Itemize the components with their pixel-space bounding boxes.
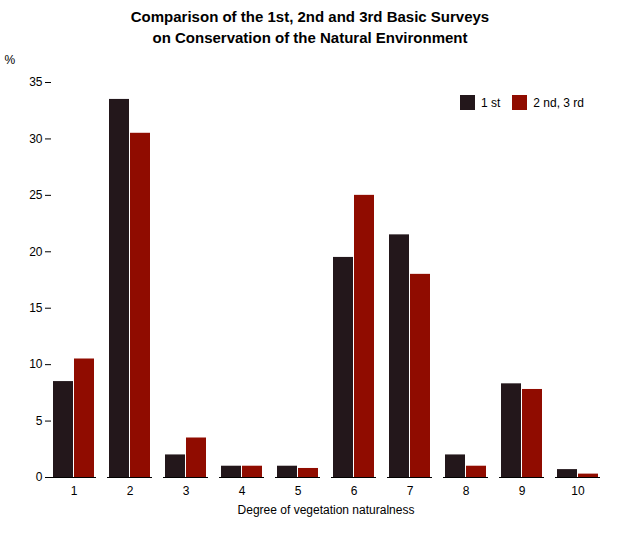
svg-text:3: 3	[183, 484, 190, 498]
svg-text:4: 4	[239, 484, 246, 498]
svg-text:35: 35	[29, 75, 43, 89]
svg-text:0: 0	[36, 470, 43, 484]
svg-text:25: 25	[29, 188, 43, 202]
svg-text:2: 2	[127, 484, 134, 498]
svg-text:1: 1	[71, 484, 78, 498]
html-text:Comparison of the 1st, 2nd and: Comparison of the 1st, 2nd and 3rd Basic…	[130, 8, 490, 46]
svg-text:9: 9	[519, 484, 526, 498]
svg-text:30: 30	[29, 132, 43, 146]
svg-text:10: 10	[29, 357, 43, 371]
svg-text:7: 7	[407, 484, 414, 498]
svg-text:5: 5	[295, 484, 302, 498]
svg-text:5: 5	[36, 414, 43, 428]
svg-text:8: 8	[463, 484, 470, 498]
svg-text:20: 20	[29, 245, 43, 259]
svg-text:%: %	[5, 53, 16, 67]
html-text:2 nd, 3 rd: 2 nd, 3 rd	[533, 95, 584, 110]
svg-text:10: 10	[571, 484, 585, 498]
html-text:1 st: 1 st	[481, 95, 501, 110]
svg-text:15: 15	[29, 301, 43, 315]
svg-text:Degree of vegetation naturalne: Degree of vegetation naturalness	[238, 503, 415, 517]
svg-text:6: 6	[351, 484, 358, 498]
